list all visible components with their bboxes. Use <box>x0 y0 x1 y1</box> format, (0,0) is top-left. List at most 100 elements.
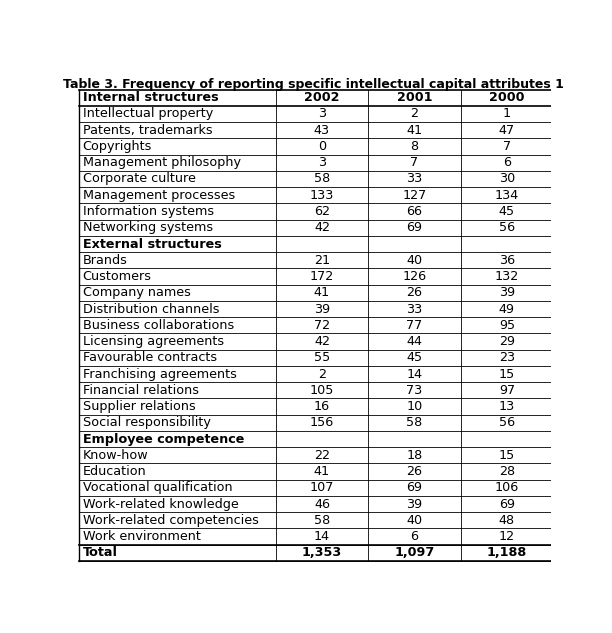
Text: 69: 69 <box>406 481 422 494</box>
Text: 36: 36 <box>499 254 515 266</box>
Text: 107: 107 <box>310 481 334 494</box>
Text: 45: 45 <box>499 205 515 218</box>
Text: 47: 47 <box>499 123 515 137</box>
Text: 3: 3 <box>318 108 326 120</box>
Text: 2002: 2002 <box>304 91 340 104</box>
Text: 2: 2 <box>411 108 419 120</box>
Text: 15: 15 <box>499 449 515 462</box>
Text: 33: 33 <box>406 173 422 185</box>
Text: 15: 15 <box>499 368 515 380</box>
Text: 26: 26 <box>406 286 422 299</box>
Text: Employee competence: Employee competence <box>83 432 244 446</box>
Text: 45: 45 <box>406 351 422 364</box>
Text: 33: 33 <box>406 303 422 315</box>
Text: 41: 41 <box>314 465 330 478</box>
Text: Social responsibility: Social responsibility <box>83 417 211 429</box>
Text: 7: 7 <box>503 140 511 153</box>
Text: 0: 0 <box>318 140 326 153</box>
Text: 42: 42 <box>314 335 330 348</box>
Text: 40: 40 <box>406 514 422 527</box>
Text: Brands: Brands <box>83 254 127 266</box>
Text: 127: 127 <box>402 189 427 202</box>
Text: Customers: Customers <box>83 270 152 283</box>
Text: 2: 2 <box>318 368 326 380</box>
Text: Work-related competencies: Work-related competencies <box>83 514 258 527</box>
Text: 73: 73 <box>406 384 422 397</box>
Text: Corporate culture: Corporate culture <box>83 173 196 185</box>
Text: Financial relations: Financial relations <box>83 384 199 397</box>
Text: External structures: External structures <box>83 237 222 251</box>
Text: Information systems: Information systems <box>83 205 214 218</box>
Text: 28: 28 <box>499 465 515 478</box>
Text: Company names: Company names <box>83 286 190 299</box>
Text: 18: 18 <box>406 449 422 462</box>
Text: 22: 22 <box>314 449 330 462</box>
Text: 39: 39 <box>314 303 330 315</box>
Text: 66: 66 <box>406 205 422 218</box>
Text: 1,188: 1,188 <box>487 546 527 560</box>
Text: 14: 14 <box>314 530 330 543</box>
Text: Licensing agreements: Licensing agreements <box>83 335 224 348</box>
Text: 3: 3 <box>318 156 326 169</box>
Text: 2001: 2001 <box>397 91 432 104</box>
Text: Favourable contracts: Favourable contracts <box>83 351 217 364</box>
Text: Patents, trademarks: Patents, trademarks <box>83 123 212 137</box>
Text: 10: 10 <box>406 400 422 413</box>
Text: 62: 62 <box>314 205 330 218</box>
Text: 13: 13 <box>499 400 515 413</box>
Text: 14: 14 <box>406 368 422 380</box>
Text: 8: 8 <box>411 140 419 153</box>
Text: 132: 132 <box>495 270 519 283</box>
Text: 77: 77 <box>406 319 422 332</box>
Text: 55: 55 <box>314 351 330 364</box>
Text: 97: 97 <box>499 384 515 397</box>
Text: Copyrights: Copyrights <box>83 140 152 153</box>
Text: 1,353: 1,353 <box>302 546 342 560</box>
Text: Intellectual property: Intellectual property <box>83 108 213 120</box>
Text: Management philosophy: Management philosophy <box>83 156 241 169</box>
Text: 134: 134 <box>495 189 519 202</box>
Text: Work environment: Work environment <box>83 530 201 543</box>
Text: 58: 58 <box>406 417 422 429</box>
Text: 6: 6 <box>503 156 511 169</box>
Text: 12: 12 <box>499 530 515 543</box>
Text: 49: 49 <box>499 303 515 315</box>
Text: 172: 172 <box>310 270 334 283</box>
Text: 29: 29 <box>499 335 515 348</box>
Text: Internal structures: Internal structures <box>83 91 218 104</box>
Text: 23: 23 <box>499 351 515 364</box>
Text: 41: 41 <box>406 123 422 137</box>
Text: 105: 105 <box>310 384 334 397</box>
Text: Know-how: Know-how <box>83 449 148 462</box>
Text: 39: 39 <box>499 286 515 299</box>
Text: 46: 46 <box>314 498 330 511</box>
Text: Table 3. Frequency of reporting specific intellectual capital attributes 1: Table 3. Frequency of reporting specific… <box>63 78 564 91</box>
Text: 44: 44 <box>406 335 422 348</box>
Text: Supplier relations: Supplier relations <box>83 400 195 413</box>
Text: 58: 58 <box>314 514 330 527</box>
Text: 6: 6 <box>411 530 419 543</box>
Text: 30: 30 <box>499 173 515 185</box>
Text: Franchising agreements: Franchising agreements <box>83 368 237 380</box>
Text: 58: 58 <box>314 173 330 185</box>
Text: 69: 69 <box>406 222 422 234</box>
Text: Vocational qualification: Vocational qualification <box>83 481 233 494</box>
Text: 56: 56 <box>499 222 515 234</box>
Text: 16: 16 <box>314 400 330 413</box>
Text: Business collaborations: Business collaborations <box>83 319 234 332</box>
Text: 48: 48 <box>499 514 515 527</box>
Text: 1: 1 <box>503 108 511 120</box>
Text: 156: 156 <box>310 417 334 429</box>
Text: 126: 126 <box>402 270 427 283</box>
Text: 21: 21 <box>314 254 330 266</box>
Text: 43: 43 <box>314 123 330 137</box>
Text: Education: Education <box>83 465 146 478</box>
Text: Management processes: Management processes <box>83 189 235 202</box>
Text: Work-related knowledge: Work-related knowledge <box>83 498 239 511</box>
Text: 133: 133 <box>310 189 334 202</box>
Text: 41: 41 <box>314 286 330 299</box>
Text: Networking systems: Networking systems <box>83 222 213 234</box>
Text: 7: 7 <box>411 156 419 169</box>
Text: 106: 106 <box>495 481 519 494</box>
Text: 39: 39 <box>406 498 422 511</box>
